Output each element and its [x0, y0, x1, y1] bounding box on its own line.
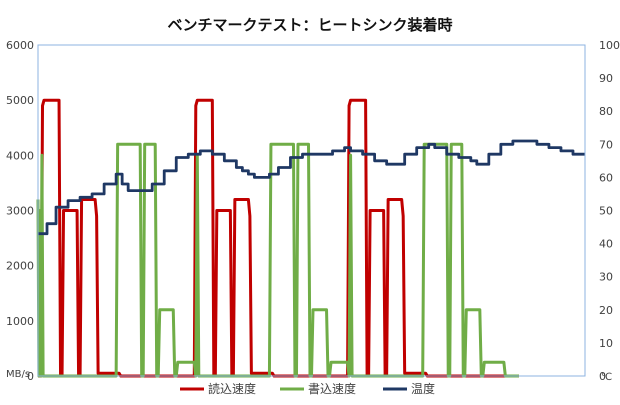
plot-area [36, 98, 585, 378]
plot-border [37, 44, 586, 377]
y-right-tick-label: 10 [599, 337, 613, 350]
y-left-tick-label: 0 [27, 370, 34, 383]
legend-label: 読込速度 [208, 381, 256, 396]
legend: 読込速度 書込速度 温度 [180, 381, 435, 396]
y-right-tick-label: 100 [599, 39, 620, 52]
y-left-tick-label: 3000 [6, 205, 34, 218]
series-line-3 [38, 139, 585, 236]
legend-label: 温度 [411, 381, 435, 396]
y-right-tick-label: 70 [599, 138, 613, 151]
y-right-tick-label: 30 [599, 271, 613, 284]
y-left-tick-label: 1000 [6, 315, 34, 328]
y-right-unit: ℃ [601, 372, 612, 383]
y-left-tick-label: 5000 [6, 94, 34, 107]
y-left-unit: MB/s [6, 369, 30, 380]
series-line-2 [36, 142, 519, 378]
y-right-tick-label: 50 [599, 205, 613, 218]
legend-label: 書込速度 [308, 381, 356, 396]
y-right-tick-label: 20 [599, 304, 613, 317]
y-right-tick-label: 40 [599, 238, 613, 251]
y-left-tick-label: 4000 [6, 149, 34, 162]
chart-title: ベンチマークテスト：ヒートシンク装着時 [167, 16, 452, 34]
y-right-tick-label: 80 [599, 105, 613, 118]
y-right-tick-label: 0 [599, 370, 606, 383]
y-right-tick-label: 90 [599, 72, 613, 85]
y-left-tick-label: 2000 [6, 260, 34, 273]
series-line-1 [38, 98, 519, 378]
y-left-tick-label: 6000 [6, 39, 34, 52]
y-right-tick-label: 60 [599, 171, 613, 184]
